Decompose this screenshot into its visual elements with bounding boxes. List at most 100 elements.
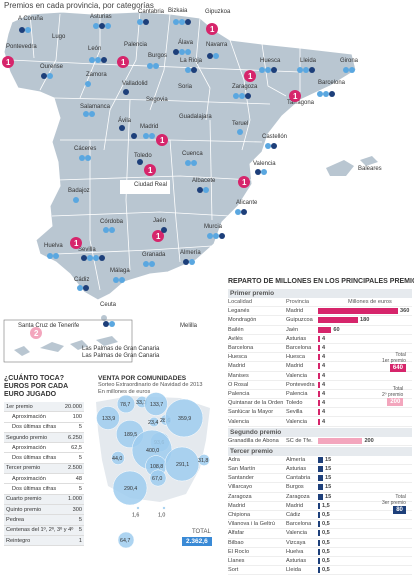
prize-provincia: Asturias — [286, 557, 307, 564]
prize-marker-dot — [185, 19, 191, 25]
prize-localidad: Vilanova i la Geltrú — [228, 521, 275, 528]
province-label: Navarra — [206, 42, 228, 48]
prize-value: 0,5 — [322, 530, 330, 537]
prize-value: 4 — [322, 418, 326, 425]
prize-marker-dot — [93, 255, 99, 261]
prize-provincia: Madrid — [286, 502, 304, 509]
venta-bubbles: 133,978,733,3133,728,6359,9189,523,493,6… — [96, 392, 210, 549]
province-label: Córdoba — [100, 219, 124, 225]
map-header-note: Premios en cada provincia, por categoría… — [4, 1, 154, 10]
venta-bubble — [136, 506, 140, 510]
province-label: Asturias — [90, 14, 112, 20]
prize-marker-dot — [271, 67, 277, 73]
cuanto-toca-title: ¿CUÁNTO TOCA? EUROS POR CADA EURO JUGADO — [4, 375, 68, 398]
prize-bar — [318, 390, 320, 397]
prize-marker-dot — [213, 53, 219, 59]
province-label: Murcia — [204, 224, 223, 230]
prize-localidad: Quintanar de la Orden — [228, 400, 284, 407]
third-total-value: 80 — [393, 506, 406, 514]
prize-row: El Rocío Huelva 0,5 — [228, 548, 412, 557]
prize-bar — [318, 502, 320, 509]
province-label: Ceuta — [100, 302, 117, 308]
prize-marker-dot — [265, 67, 271, 73]
province-label: Cáceres — [74, 146, 96, 152]
prize-localidad: Adra — [228, 456, 240, 463]
province-label: Palencia — [124, 42, 148, 48]
cuanto-row: 1er premio 20.000 — [4, 402, 84, 413]
svg-text:1: 1 — [121, 58, 126, 67]
province-label: Huelva — [44, 243, 63, 249]
prize-localidad: Sort — [228, 567, 239, 574]
venta-bubble-label: 108,8 — [150, 464, 163, 470]
third-prize-total: Total 3er premio 80 — [382, 494, 406, 514]
cuanto-label: Dos últimas cifras — [12, 424, 57, 431]
cuanto-value: 1.000 — [68, 496, 82, 503]
third-prize-rows: Adra Almería 15 San Martín Asturias 15 Santand… — [228, 456, 412, 575]
small-prize-markers — [19, 19, 355, 327]
prize-provincia: Madrid — [286, 308, 304, 315]
prize-marker-dot — [123, 89, 129, 95]
province-label: Ourense — [40, 64, 64, 70]
venta-total-label: TOTAL — [192, 529, 211, 535]
prize-provincia: Pontevedra — [286, 381, 315, 388]
prize-marker-dot — [137, 159, 143, 165]
prize-marker-dot — [143, 19, 149, 25]
prize-provincia: Toledo — [286, 400, 303, 407]
province-label: Cádiz — [74, 277, 89, 283]
prize-value: 4 — [322, 381, 326, 388]
prize-row: Vilanova i la Geltrú Barcelona 0,5 — [228, 520, 412, 530]
prize-localidad: Barcelona — [228, 345, 254, 352]
prize-marker-dot — [83, 285, 89, 291]
province-label: Álava — [178, 39, 194, 46]
svg-text:1: 1 — [156, 232, 161, 241]
cuanto-value: 300 — [72, 506, 82, 513]
venta-bubble — [162, 506, 166, 510]
prize-row: Barcelona Barcelona 4 — [228, 344, 412, 354]
second-prize-heading: Segundo premio — [228, 427, 412, 437]
prize-marker-dot — [47, 73, 53, 79]
venta-bubble — [144, 392, 168, 416]
venta-subtitle: Sorteo Extraordinario de Navidad de 2013 — [98, 382, 203, 388]
cuanto-value: 62,5 — [71, 444, 82, 451]
prize-provincia: Zaragoza — [286, 493, 310, 500]
svg-text:1: 1 — [148, 166, 153, 175]
prize-value: 0,5 — [322, 521, 330, 528]
cuanto-toca-table: ¿CUÁNTO TOCA? EUROS POR CADA EURO JUGADO… — [4, 375, 84, 547]
province-label: Zamora — [86, 72, 107, 78]
prize-row: Llanes Asturias 0,5 — [228, 557, 412, 567]
prize-localidad: Palencia — [228, 390, 250, 397]
second-total-value: 200 — [387, 398, 404, 406]
prize-value: 4 — [322, 335, 326, 342]
venta-total-value: 2.362,6 — [182, 537, 212, 546]
cuanto-label: Aproximación — [12, 444, 46, 451]
venta-bubble — [148, 416, 160, 428]
prize-provincia: Cantabria — [286, 475, 311, 482]
province-label: Guadalajara — [179, 114, 212, 120]
prize-value: 4 — [322, 354, 326, 361]
cuanto-row: Centenas del 1º, 2º, 3º y 4º 5 — [4, 525, 84, 536]
prize-bar — [318, 437, 363, 444]
cuanto-row: Aproximación 100 — [4, 412, 84, 423]
prize-marker-dot — [265, 143, 271, 149]
prize-bar — [318, 557, 320, 564]
province-label: La Rioja — [180, 58, 203, 64]
province-label: Alicante — [236, 200, 258, 206]
cuanto-value: 5 — [78, 486, 82, 493]
prize-row: Quintanar de la Orden Toledo 4 — [228, 399, 412, 409]
prize-marker-dot — [77, 285, 83, 291]
venta-bubble — [198, 454, 210, 466]
prize-provincia: Cádiz — [286, 512, 301, 519]
prize-row: Avilés Asturias 4 — [228, 335, 412, 344]
province-label: Las Palmas de Gran Canaria — [82, 346, 160, 352]
prize-marker-dot — [147, 63, 153, 69]
prize-provincia: Lleida — [286, 567, 301, 574]
svg-text:1: 1 — [293, 92, 298, 101]
prize-provincia: Barcelona — [286, 521, 312, 528]
prize-marker-dot — [105, 23, 111, 29]
prize-bar — [318, 456, 323, 463]
cuanto-label: Centenas del 1º, 2º, 3º y 4º — [6, 527, 74, 534]
prize-row: O Rosal Pontevedra 4 — [228, 381, 412, 390]
second-prize-total: Total 2º premio 200 — [382, 386, 404, 406]
cuanto-label: Cuarto premio — [6, 496, 42, 503]
prize-marker-dot — [261, 169, 267, 175]
